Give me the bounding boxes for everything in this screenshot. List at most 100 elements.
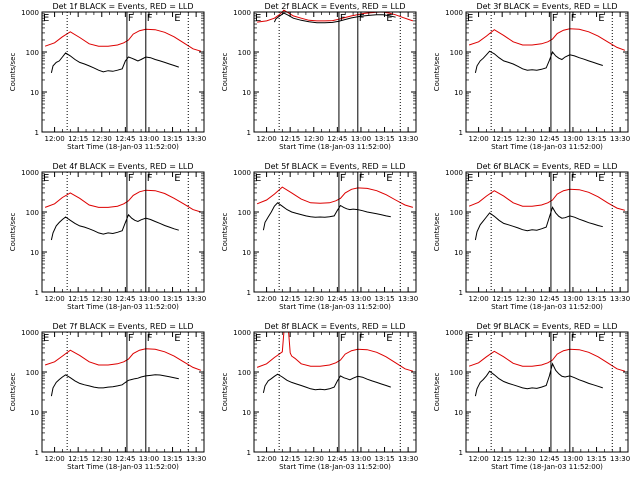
- region-marker-label: E: [598, 173, 604, 184]
- lld-series-line: [468, 188, 626, 211]
- x-tick-label: 12:15: [492, 135, 512, 143]
- y-axis-label: Counts/sec: [9, 53, 17, 92]
- x-tick-label: 13:15: [586, 455, 606, 463]
- region-marker-label: F: [571, 333, 577, 344]
- events-series-line: [474, 50, 603, 74]
- x-tick-label: 13:00: [351, 455, 371, 463]
- y-tick-label: 1: [247, 289, 251, 297]
- x-tick-label: 13:30: [398, 135, 418, 143]
- x-tick-label: 13:15: [162, 135, 182, 143]
- region-marker-label: F: [359, 13, 365, 24]
- region-marker-label: F: [128, 173, 134, 184]
- lld-series-line: [468, 348, 626, 372]
- x-tick-label: 13:30: [186, 135, 206, 143]
- plot-frame: [41, 331, 205, 453]
- y-tick-label: 1: [247, 129, 251, 137]
- region-marker-label: E: [598, 13, 604, 24]
- y-tick-label: 1: [35, 289, 39, 297]
- y-axis-label: Counts/sec: [9, 213, 17, 252]
- x-tick-label: 13:30: [186, 295, 206, 303]
- events-series-line: [474, 206, 603, 241]
- x-tick-label: 12:45: [539, 455, 559, 463]
- events-series-line: [50, 213, 179, 241]
- y-axis-label: Counts/sec: [433, 53, 441, 92]
- panel-title: Det 4f BLACK = Events, RED = LLD: [52, 162, 193, 171]
- x-tick-label: 12:00: [44, 455, 64, 463]
- x-axis-label: Start Time (18-Jan-03 11:52:00): [67, 143, 179, 151]
- y-tick-label: 1000: [233, 329, 251, 337]
- x-tick-label: 12:15: [492, 455, 512, 463]
- region-marker-label: F: [128, 333, 134, 344]
- x-tick-label: 12:45: [539, 295, 559, 303]
- y-tick-label: 1: [459, 289, 463, 297]
- events-series-line: [50, 374, 179, 397]
- x-axis-label: Start Time (18-Jan-03 11:52:00): [67, 303, 179, 311]
- y-tick-label: 10: [30, 409, 39, 417]
- region-marker-label: E: [386, 333, 392, 344]
- y-tick-label: 1: [35, 449, 39, 457]
- x-tick-label: 12:45: [327, 455, 347, 463]
- x-tick-label: 12:30: [516, 135, 536, 143]
- y-tick-label: 1: [459, 449, 463, 457]
- panel-title: Det 2f BLACK = Events, RED = LLD: [264, 2, 405, 11]
- y-tick-label: 1: [35, 129, 39, 137]
- y-tick-label: 1000: [233, 9, 251, 17]
- region-marker-label: F: [147, 333, 153, 344]
- x-tick-label: 12:30: [92, 295, 112, 303]
- x-axis-label: Start Time (18-Jan-03 11:52:00): [491, 303, 603, 311]
- y-tick-label: 10: [242, 249, 251, 257]
- y-tick-label: 1: [459, 129, 463, 137]
- region-marker-label: F: [147, 13, 153, 24]
- y-axis-label: Counts/sec: [221, 213, 229, 252]
- y-tick-label: 1000: [445, 169, 463, 177]
- x-tick-label: 13:00: [563, 455, 583, 463]
- region-marker-label: F: [571, 13, 577, 24]
- y-tick-label: 100: [26, 49, 39, 57]
- x-axis-label: Start Time (18-Jan-03 11:52:00): [279, 303, 391, 311]
- x-tick-label: 13:30: [610, 135, 630, 143]
- events-series-line: [262, 373, 391, 394]
- y-tick-label: 1: [247, 449, 251, 457]
- region-marker-label: F: [340, 333, 346, 344]
- x-tick-label: 13:00: [351, 295, 371, 303]
- x-tick-label: 12:00: [44, 135, 64, 143]
- plot-frame: [465, 171, 629, 293]
- region-marker-label: E: [386, 173, 392, 184]
- region-marker-label: E: [467, 13, 473, 24]
- lld-series-line: [44, 348, 202, 371]
- y-axis-label: Counts/sec: [433, 373, 441, 412]
- x-tick-label: 13:00: [139, 135, 159, 143]
- x-tick-label: 13:15: [374, 295, 394, 303]
- panel-title: Det 5f BLACK = Events, RED = LLD: [264, 162, 405, 171]
- x-tick-label: 12:30: [304, 135, 324, 143]
- region-marker-label: F: [571, 173, 577, 184]
- lld-series-line: [44, 189, 202, 213]
- y-tick-label: 1000: [21, 9, 39, 17]
- region-marker-label: E: [386, 13, 392, 24]
- y-tick-label: 100: [26, 369, 39, 377]
- x-tick-label: 12:00: [468, 295, 488, 303]
- x-tick-label: 12:15: [280, 455, 300, 463]
- region-marker-label: F: [340, 13, 346, 24]
- x-tick-label: 13:30: [186, 455, 206, 463]
- x-tick-label: 12:30: [92, 455, 112, 463]
- lld-series-line: [468, 28, 626, 51]
- y-tick-label: 1000: [21, 329, 39, 337]
- x-tick-label: 13:30: [398, 455, 418, 463]
- x-tick-label: 12:30: [304, 295, 324, 303]
- plot-frame: [253, 11, 417, 133]
- lld-series-line: [44, 28, 202, 52]
- panel-title: Det 1f BLACK = Events, RED = LLD: [52, 2, 193, 11]
- region-marker-label: F: [359, 333, 365, 344]
- x-tick-label: 13:00: [563, 135, 583, 143]
- region-marker-label: E: [43, 13, 49, 24]
- region-marker-label: E: [467, 173, 473, 184]
- region-marker-label: F: [552, 333, 558, 344]
- x-tick-label: 13:15: [374, 455, 394, 463]
- y-tick-label: 10: [30, 89, 39, 97]
- y-tick-label: 100: [238, 49, 251, 57]
